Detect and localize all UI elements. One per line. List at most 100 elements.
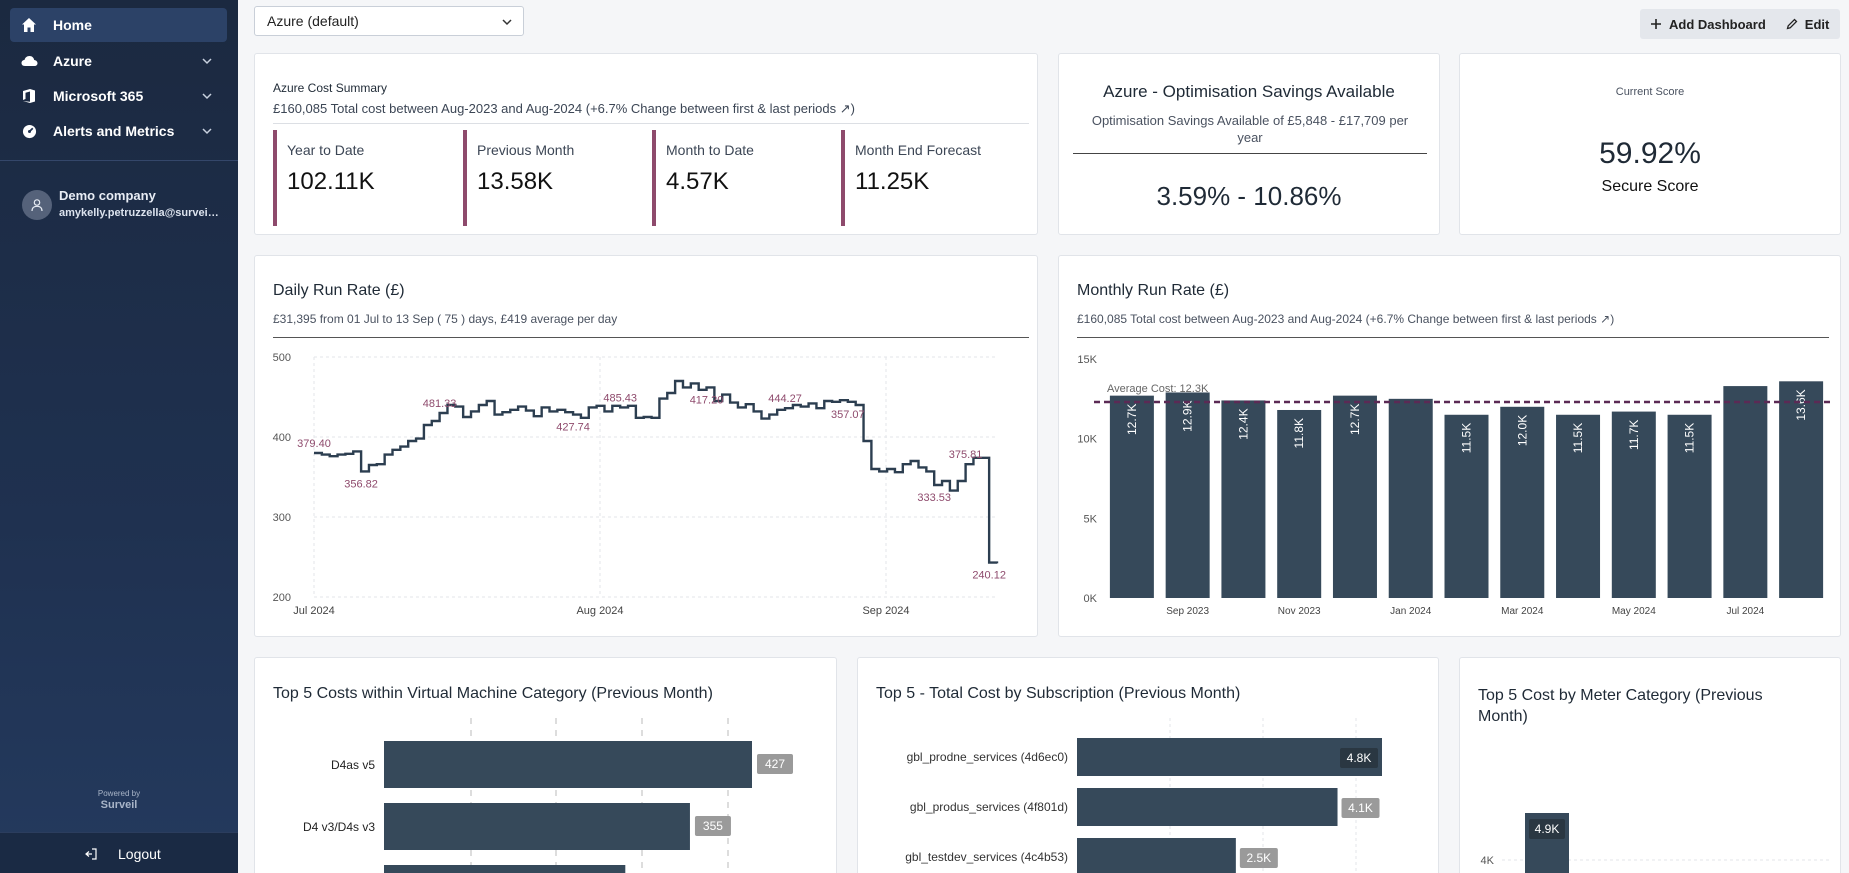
y-tick-label: 200 [273, 592, 291, 604]
kpi-year-to-date: Year to Date 102.11K [273, 130, 453, 226]
plus-icon [1651, 19, 1661, 29]
bar-value-label: 13.6K [1794, 389, 1808, 420]
sidebar: Home Azure Microsoft 365 Alerts and Metr… [0, 0, 238, 873]
bar-value-label: 11.5K [1571, 423, 1585, 453]
chevron-down-icon [502, 19, 512, 26]
edit-label: Edit [1804, 16, 1830, 32]
divider [273, 337, 1029, 338]
bar [384, 803, 690, 850]
y-tick-label: 400 [273, 432, 291, 444]
add-dashboard-button[interactable]: Add Dashboard [1640, 9, 1776, 39]
sidebar-item-label: Microsoft 365 [53, 88, 144, 104]
y-tick-label: 15K [1077, 354, 1097, 366]
brand-logo: Surveil [100, 799, 138, 811]
bar-value-label: 12.0K [1515, 415, 1529, 446]
bar [1667, 414, 1712, 598]
category-label: D4 v3/D4s v3 [303, 820, 375, 834]
bar-value-label: 355 [703, 819, 723, 833]
card-subtitle: £160,085 Total cost between Aug-2023 and… [1077, 312, 1615, 326]
data-label: 485.43 [603, 392, 637, 404]
bar [1723, 386, 1768, 598]
logout-button[interactable]: Logout [84, 846, 161, 862]
y-tick-label: 500 [273, 352, 291, 364]
bar-value-label: 11.7K [1627, 420, 1641, 450]
edit-button[interactable]: Edit [1776, 9, 1840, 39]
value-badge [1340, 748, 1378, 768]
divider [1077, 337, 1829, 338]
subscription-top-costs-chart: gbl_prodne_services (4d6ec0) 4.8K gbl_prod… [905, 718, 1382, 873]
logout-bar: Logout [0, 832, 238, 873]
y-tick-label: 300 [273, 512, 291, 524]
powered-by-label: Powered by [97, 789, 141, 798]
card-title: Azure Cost Summary [273, 81, 388, 95]
bar-value-label: 427 [765, 757, 785, 771]
daily-run-rate-card: Daily Run Rate (£) £31,395 from 01 Jul t… [254, 255, 1038, 637]
chevron-down-icon [202, 93, 212, 100]
bar [1077, 788, 1338, 826]
bar [1109, 395, 1154, 598]
bar [1388, 398, 1433, 598]
monthly-run-rate-card: Monthly Run Rate (£) £160,085 Total cost… [1058, 255, 1841, 637]
card-title: Daily Run Rate (£) [273, 282, 405, 299]
bar [1779, 381, 1824, 598]
scope-select[interactable]: Azure (default) [254, 6, 524, 36]
data-label: 333.53 [917, 492, 951, 504]
category-label: gbl_testdev_services (4c4b53) [905, 850, 1068, 864]
sidebar-item-home[interactable]: Home [10, 8, 227, 42]
kpi-month-end-forecast: Month End Forecast 11.25K [841, 130, 1021, 226]
value-badge [1239, 848, 1278, 868]
sidebar-item-label: Home [53, 17, 92, 33]
kpi-previous-month: Previous Month 13.58K [463, 130, 643, 226]
sidebar-item-microsoft-365[interactable]: Microsoft 365 [10, 79, 227, 113]
y-tick-label: 4K [1481, 855, 1495, 867]
card-title: Monthly Run Rate (£) [1077, 282, 1230, 299]
bar [1077, 838, 1236, 873]
sidebar-item-alerts-and-metrics[interactable]: Alerts and Metrics [10, 114, 227, 148]
savings-percentage: 3.59% - 10.86% [1156, 181, 1342, 211]
series-line [314, 379, 999, 564]
kpi-month-to-date: Month to Date 4.57K [652, 130, 832, 226]
chevron-down-icon [202, 58, 212, 65]
average-label: Average Cost: 12.3K [1107, 383, 1209, 395]
user-profile[interactable]: Demo company amykelly.petruzzella@survei… [22, 188, 222, 228]
value-badge [1341, 798, 1380, 818]
bar [1611, 411, 1656, 598]
bar-value-label: 12.7K [1125, 404, 1139, 435]
x-tick-label: Jan 2024 [1390, 606, 1432, 617]
optimisation-savings-card: Azure - Optimisation Savings Available O… [1058, 53, 1440, 235]
pencil-icon [1786, 18, 1798, 30]
divider [1073, 153, 1427, 154]
y-tick-label: 0K [1084, 593, 1098, 605]
logout-icon [85, 848, 97, 860]
bar [1332, 395, 1377, 598]
sidebar-item-label: Alerts and Metrics [53, 123, 175, 139]
kpi-value: 4.57K [666, 168, 729, 195]
x-tick-label: Jul 2024 [1726, 606, 1764, 617]
data-label: 357.07 [831, 409, 865, 421]
bar-value-label: 11.5K [1460, 423, 1474, 453]
x-tick-label: Sep 2023 [1166, 606, 1209, 617]
sidebar-item-azure[interactable]: Azure [10, 44, 227, 78]
user-name: Demo company [59, 188, 156, 203]
bar [1444, 414, 1489, 598]
value-badge [757, 754, 793, 774]
office-icon [20, 87, 38, 105]
x-tick-label: Jul 2024 [293, 605, 335, 617]
y-tick-label: 10K [1077, 434, 1097, 446]
category-label: gbl_produs_services (4f801d) [910, 800, 1068, 814]
chevron-down-icon [202, 128, 212, 135]
divider [273, 123, 1029, 124]
daily-run-rate-chart: 200 300 400 500 Jul 2024 Aug 2024 Sep 2024 379.… [273, 352, 1006, 617]
bar-value-label: 12.9K [1181, 400, 1195, 431]
sidebar-divider [0, 160, 238, 161]
kpi-value: 11.25K [855, 168, 930, 195]
data-label: 356.82 [344, 478, 378, 490]
x-tick-label: May 2024 [1612, 606, 1656, 617]
cloud-icon [20, 52, 38, 70]
bar [1221, 400, 1266, 598]
add-dashboard-label: Add Dashboard [1669, 16, 1766, 32]
score-value: 59.92% [1599, 137, 1701, 170]
subscription-top-costs-card: Top 5 - Total Cost by Subscription (Prev… [857, 657, 1439, 873]
scope-select-value: Azure (default) [267, 13, 359, 29]
x-tick-label: Nov 2023 [1278, 606, 1321, 617]
